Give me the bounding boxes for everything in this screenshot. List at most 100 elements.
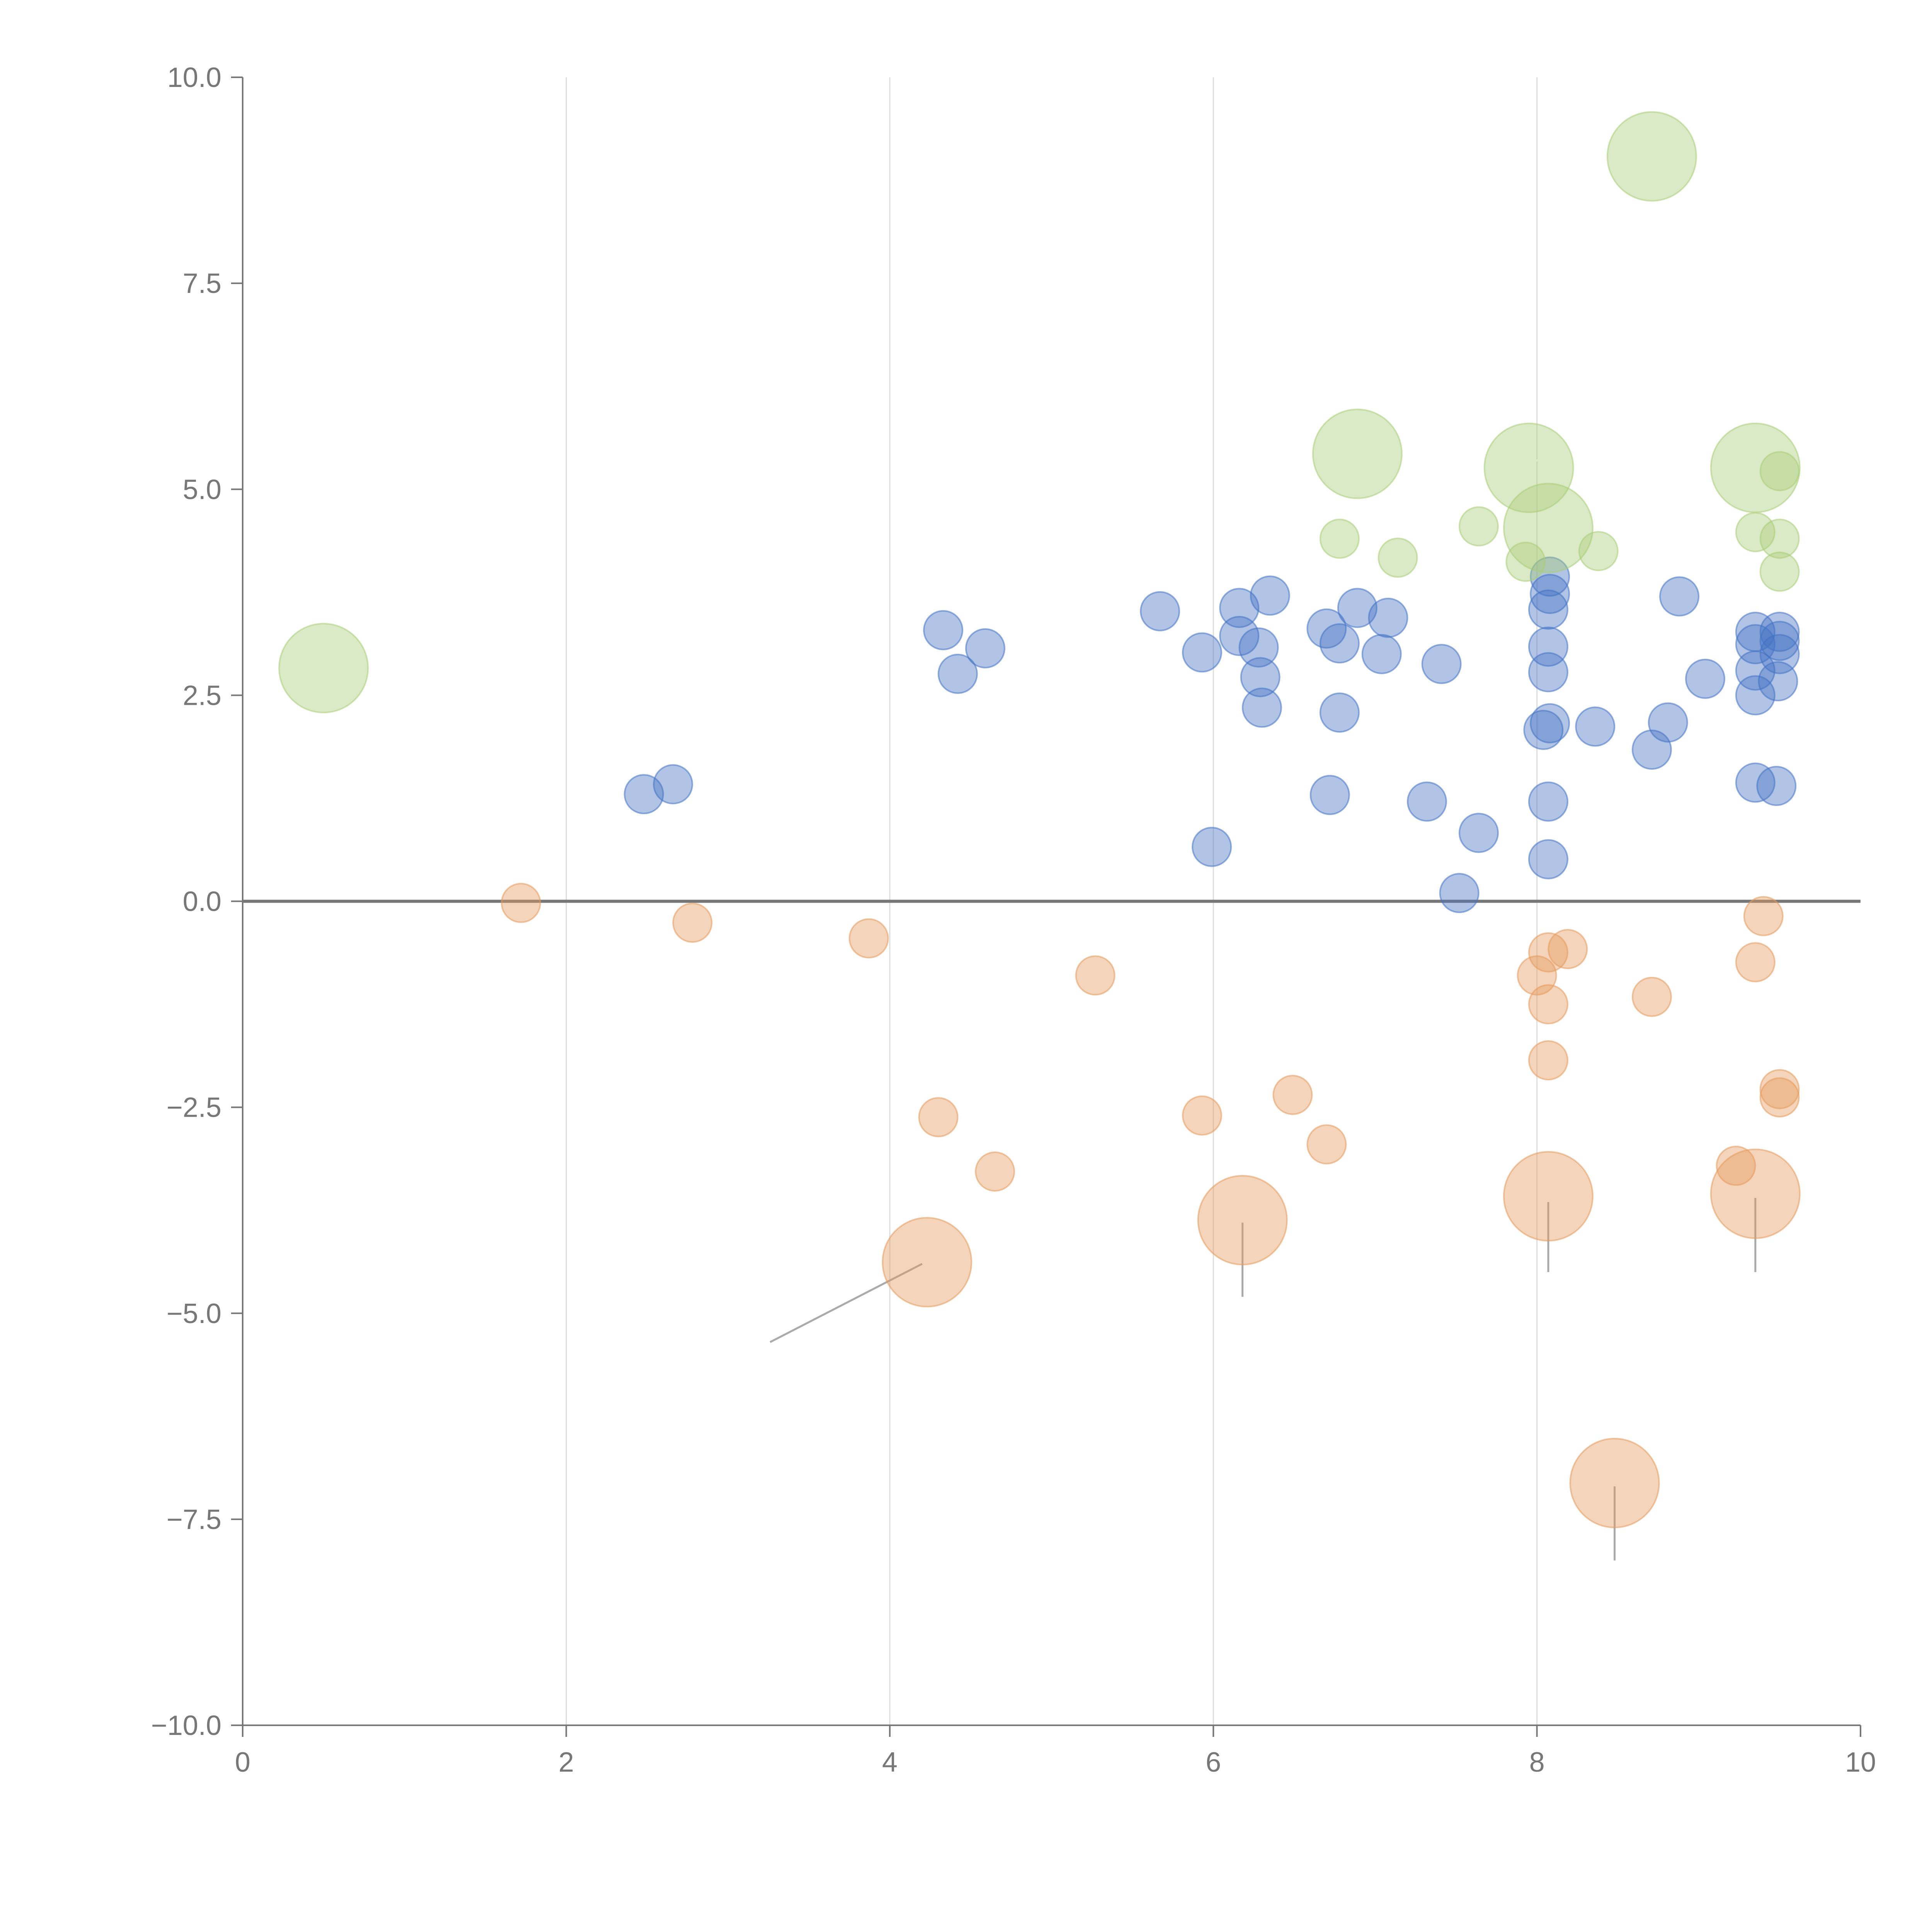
x-tick-label: 8 — [1529, 1747, 1545, 1778]
data-point-negative — [1197, 1175, 1288, 1265]
data-point-positive — [1759, 612, 1800, 652]
data-point-positive — [1406, 781, 1447, 822]
data-point-positive — [1528, 589, 1568, 630]
data-point-highlight — [1759, 451, 1800, 492]
data-point-negative — [918, 1097, 959, 1138]
data-point-positive — [1575, 706, 1616, 747]
axis-layer: 10.0 7.5 5.0 2.5 0.0 −2.5 −5.0 −7.5 −10.0 0 2 4 6 8 10 — [151, 62, 1876, 1778]
callout-line — [1362, 435, 1384, 449]
callout-line — [1528, 451, 1554, 466]
x-tick-label: 2 — [558, 1747, 574, 1778]
data-point-highlight — [1735, 512, 1776, 553]
data-point-positive — [1530, 556, 1570, 597]
data-point-positive — [1528, 839, 1568, 879]
y-tick-label: 5.0 — [183, 474, 221, 505]
data-point-positive — [653, 764, 693, 804]
y-tick-label: 0.0 — [183, 886, 221, 917]
data-point-highlight — [1759, 519, 1800, 559]
data-point-positive — [1140, 591, 1180, 631]
data-point-positive — [1182, 632, 1222, 673]
data-point-positive — [1735, 762, 1776, 803]
data-point-positive — [1240, 657, 1281, 697]
data-point-positive — [1659, 576, 1700, 617]
data-point-positive — [1530, 574, 1570, 614]
data-point-highlight — [1458, 506, 1499, 547]
data-point-negative — [1631, 976, 1672, 1017]
data-point-negative — [1182, 1095, 1222, 1136]
callout-lines-layer — [769, 148, 1757, 1561]
y-tick-label: −2.5 — [167, 1092, 221, 1123]
data-point-negative — [672, 902, 713, 943]
data-point-positive — [1337, 588, 1378, 628]
data-point-positive — [1528, 626, 1568, 667]
data-point-highlight — [1483, 422, 1574, 513]
data-point-positive — [1319, 692, 1360, 733]
data-point-highlight — [1503, 483, 1594, 573]
data-point-negative — [882, 1217, 973, 1308]
data-point-negative — [1272, 1075, 1313, 1115]
x-tick-label: 4 — [882, 1747, 898, 1778]
data-point-positive — [1421, 644, 1462, 684]
data-point-negative — [1710, 1148, 1801, 1239]
data-point-negative — [1528, 1040, 1568, 1081]
x-tick-label: 0 — [235, 1747, 250, 1778]
y-tick-label: 10.0 — [167, 62, 221, 93]
y-tick-label: 7.5 — [183, 268, 221, 299]
data-point-negative — [1503, 1151, 1594, 1242]
data-point-highlight — [1312, 408, 1403, 499]
data-point-positive — [923, 610, 963, 650]
data-point-highlight — [1606, 111, 1697, 202]
data-point-negative — [1569, 1438, 1660, 1529]
data-point-negative — [975, 1151, 1015, 1192]
data-point-positive — [1310, 775, 1350, 815]
data-point-positive — [1685, 658, 1726, 699]
data-point-positive — [1319, 623, 1360, 664]
data-point-negative — [1075, 955, 1116, 996]
data-point-negative — [1735, 942, 1776, 983]
data-point-positive — [1361, 634, 1402, 674]
y-tick-label: −5.0 — [167, 1298, 221, 1329]
points-layer — [278, 111, 1801, 1529]
data-point-highlight — [278, 623, 369, 714]
data-point-positive — [1458, 813, 1499, 853]
data-point-negative — [1759, 1077, 1800, 1118]
callout-line — [1552, 534, 1561, 560]
data-point-positive — [1219, 616, 1260, 656]
data-point-highlight — [1378, 537, 1418, 578]
data-point-positive — [1192, 827, 1232, 867]
data-point-negative — [849, 918, 889, 959]
data-point-positive — [1439, 873, 1480, 913]
callout-line — [1658, 148, 1686, 154]
data-point-negative — [1759, 1069, 1800, 1109]
data-point-highlight — [1578, 531, 1619, 571]
data-point-highlight — [1759, 551, 1800, 592]
y-tick-label: −7.5 — [167, 1504, 221, 1535]
x-tick-label: 6 — [1206, 1747, 1221, 1778]
data-point-positive — [1250, 575, 1290, 616]
data-point-positive — [1242, 687, 1282, 728]
data-point-highlight — [1319, 519, 1360, 559]
data-point-positive — [1368, 597, 1408, 638]
data-point-positive — [937, 653, 978, 694]
callout-line — [769, 1263, 923, 1343]
data-point-positive — [1219, 588, 1260, 628]
data-point-positive — [1759, 634, 1800, 674]
data-point-highlight — [1505, 541, 1546, 582]
data-point-positive — [1756, 765, 1797, 806]
x-tick-label: 10 — [1845, 1747, 1876, 1778]
callout-line — [1730, 480, 1756, 498]
data-point-positive — [1530, 703, 1570, 743]
y-tick-label: 2.5 — [183, 680, 221, 711]
y-tick-label: −10.0 — [151, 1710, 221, 1741]
data-point-positive — [1523, 709, 1564, 750]
data-point-positive — [1648, 702, 1688, 743]
data-point-negative — [1528, 984, 1568, 1025]
data-point-negative — [1306, 1124, 1347, 1165]
data-point-positive — [1735, 675, 1776, 716]
data-point-positive — [1759, 621, 1800, 661]
data-point-negative — [1548, 929, 1588, 969]
data-point-negative — [501, 883, 541, 923]
data-point-negative — [1716, 1146, 1756, 1186]
